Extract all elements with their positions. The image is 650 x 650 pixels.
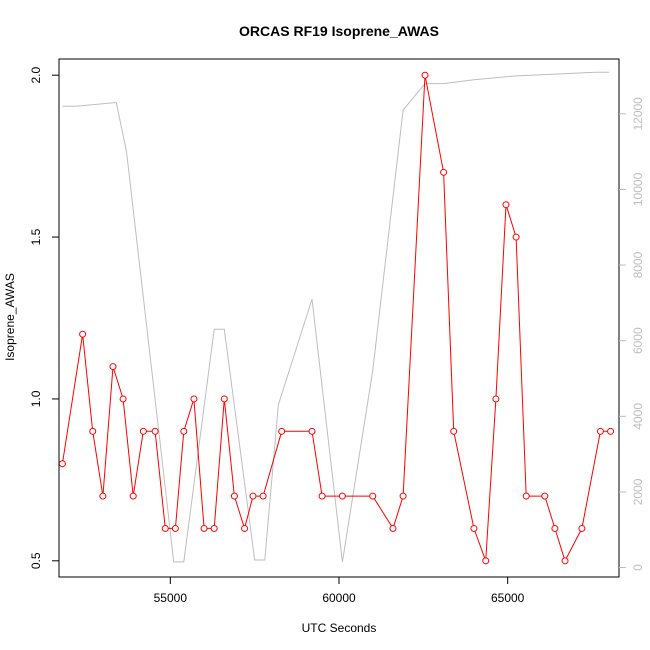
data-point	[89, 427, 97, 435]
data-point	[541, 492, 549, 500]
y2-tick-label: 10000	[631, 172, 645, 206]
y2-tick-label: 8000	[631, 251, 645, 278]
data-point	[249, 492, 257, 500]
y-axis-label: Isoprene_AWAS	[3, 273, 17, 361]
data-point	[119, 395, 127, 403]
x-axis: 55000 60000 65000	[154, 577, 525, 605]
data-point	[259, 492, 267, 500]
data-point	[482, 557, 490, 565]
data-point	[190, 395, 198, 403]
data-point	[450, 427, 458, 435]
y2-tick-label: 6000	[631, 327, 645, 354]
data-point	[492, 395, 500, 403]
data-point	[241, 524, 249, 532]
data-point	[151, 427, 159, 435]
data-point	[180, 427, 188, 435]
data-point	[210, 524, 218, 532]
data-point	[278, 427, 286, 435]
data-point	[129, 492, 137, 500]
data-point	[58, 460, 66, 468]
secondary-series-line	[62, 71, 609, 563]
x-tick-label: 65000	[491, 591, 525, 605]
data-point	[318, 492, 326, 500]
isoprene-series-line	[61, 75, 611, 563]
y2-tick-label: 4000	[631, 403, 645, 430]
data-point	[99, 492, 107, 500]
y2-tick-label: 2000	[631, 478, 645, 505]
y-tick-label: 1.0	[29, 390, 43, 407]
data-point	[522, 492, 530, 500]
data-point	[200, 524, 208, 532]
x-axis-label: UTC Seconds	[302, 621, 377, 635]
data-point	[369, 492, 377, 500]
data-point	[399, 492, 407, 500]
data-point	[230, 492, 238, 500]
plot-border	[58, 58, 620, 578]
data-point	[578, 524, 586, 532]
data-point	[512, 233, 520, 241]
data-point	[308, 427, 316, 435]
y2-tick-label: 0	[631, 564, 645, 571]
data-point	[421, 71, 429, 79]
y-axis-left: 0.5 1.0 1.5 2.0	[29, 67, 59, 569]
data-point	[470, 524, 478, 532]
data-point	[109, 363, 117, 371]
x-tick-label: 55000	[154, 591, 188, 605]
data-point	[171, 524, 179, 532]
data-point	[139, 427, 147, 435]
y2-tick-label: 12000	[631, 97, 645, 131]
data-point	[596, 427, 604, 435]
data-point	[502, 201, 510, 209]
data-point	[389, 524, 397, 532]
data-point	[79, 330, 87, 338]
data-point	[561, 557, 569, 565]
data-point	[551, 524, 559, 532]
data-point	[220, 395, 228, 403]
data-point	[338, 492, 346, 500]
y-tick-label: 2.0	[29, 67, 43, 84]
plot-frame	[58, 58, 620, 578]
y-tick-label: 0.5	[29, 552, 43, 569]
chart-title: ORCAS RF19 Isoprene_AWAS	[239, 23, 439, 39]
data-point	[440, 168, 448, 176]
data-point	[161, 524, 169, 532]
series-layer	[58, 71, 615, 565]
y-tick-label: 1.5	[29, 228, 43, 245]
data-point	[607, 427, 615, 435]
y-axis-right: 0 2000 4000 6000 8000 10000 12000	[619, 97, 645, 571]
x-tick-label: 60000	[322, 591, 356, 605]
